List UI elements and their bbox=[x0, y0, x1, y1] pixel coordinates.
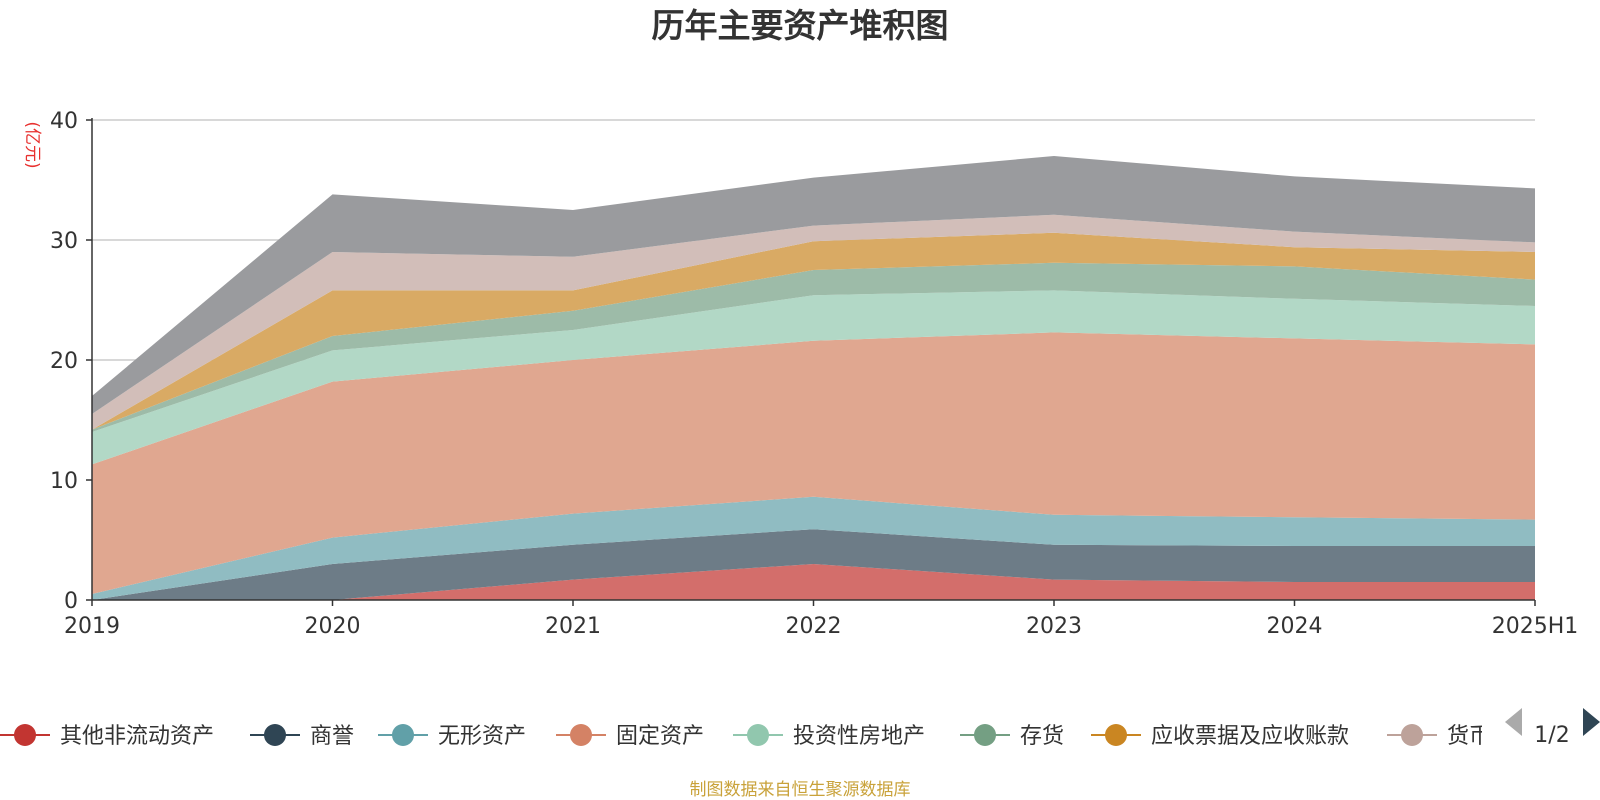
legend-label: 投资性房地产 bbox=[793, 724, 925, 749]
legend-label: 货币资金 bbox=[1447, 724, 1535, 749]
x-tick-label: 2022 bbox=[786, 614, 842, 639]
legend-pager: 1/2 bbox=[1505, 708, 1600, 748]
legend-label: 商誉 bbox=[310, 724, 354, 749]
legend-page-indicator: 1/2 bbox=[1534, 723, 1569, 748]
legend-circle-icon bbox=[570, 724, 592, 746]
legend-circle-icon bbox=[14, 724, 36, 746]
area-series-2[interactable] bbox=[92, 529, 1535, 600]
area-series-9[interactable] bbox=[92, 156, 1535, 414]
y-tick-label: 0 bbox=[64, 589, 78, 614]
legend-item[interactable]: 其他非流动资产 bbox=[0, 724, 214, 749]
x-tick-label: 2024 bbox=[1267, 614, 1323, 639]
y-axis-unit-label: (亿元) bbox=[22, 121, 42, 168]
area-series-8[interactable] bbox=[92, 214, 1535, 430]
x-tick-label: 2025H1 bbox=[1492, 614, 1579, 639]
legend-label: 无形资产 bbox=[438, 724, 526, 749]
legend-item[interactable]: 商誉 bbox=[250, 724, 354, 749]
legend-label: 应收票据及应收账款 bbox=[1151, 724, 1349, 749]
legend-item[interactable]: 货币资金 bbox=[1387, 724, 1535, 749]
legend-circle-icon bbox=[1105, 724, 1127, 746]
legend-prev-page-icon[interactable] bbox=[1505, 708, 1522, 736]
legend-circle-icon bbox=[974, 724, 996, 746]
area-series-7[interactable] bbox=[92, 232, 1535, 430]
legend-circle-icon bbox=[392, 724, 414, 746]
x-tick-label: 2023 bbox=[1026, 614, 1082, 639]
legend-item[interactable]: 应收票据及应收账款 bbox=[1091, 724, 1349, 749]
area-series-5[interactable] bbox=[92, 290, 1535, 465]
legend: 其他非流动资产 商誉 无形资产 固定资产 投资性房地产 存货 应收票据及应收账款 货币资金 bbox=[0, 724, 1535, 749]
x-tick-label: 2019 bbox=[64, 614, 120, 639]
x-tick-label: 2021 bbox=[545, 614, 601, 639]
data-source-note: 制图数据来自恒生聚源数据库 bbox=[690, 780, 911, 800]
legend-item[interactable]: 无形资产 bbox=[378, 724, 526, 749]
legend-item[interactable]: 投资性房地产 bbox=[733, 724, 925, 749]
y-tick-label: 40 bbox=[50, 109, 78, 134]
x-tick-label: 2020 bbox=[305, 614, 361, 639]
legend-item[interactable]: 固定资产 bbox=[556, 724, 704, 749]
y-tick-label: 30 bbox=[50, 229, 78, 254]
legend-label: 存货 bbox=[1020, 724, 1064, 749]
axes: 0 10 20 30 40 2019 2020 2021 2022 2023 2024 2025H1 bbox=[50, 109, 1578, 639]
legend-item[interactable]: 存货 bbox=[960, 724, 1064, 749]
legend-circle-icon bbox=[747, 724, 769, 746]
area-series-4[interactable] bbox=[92, 332, 1535, 594]
legend-label: 固定资产 bbox=[616, 724, 704, 749]
y-tick-label: 20 bbox=[50, 349, 78, 374]
area-series-1[interactable] bbox=[92, 564, 1535, 600]
legend-label: 其他非流动资产 bbox=[60, 724, 214, 749]
area-series-group bbox=[92, 156, 1535, 600]
chart-title: 历年主要资产堆积图 bbox=[652, 6, 949, 45]
legend-next-page-icon[interactable] bbox=[1583, 708, 1600, 736]
y-tick-label: 10 bbox=[50, 469, 78, 494]
legend-circle-icon bbox=[1401, 724, 1423, 746]
legend-circle-icon bbox=[264, 724, 286, 746]
area-series-6[interactable] bbox=[92, 262, 1535, 432]
area-series-3[interactable] bbox=[92, 496, 1535, 600]
